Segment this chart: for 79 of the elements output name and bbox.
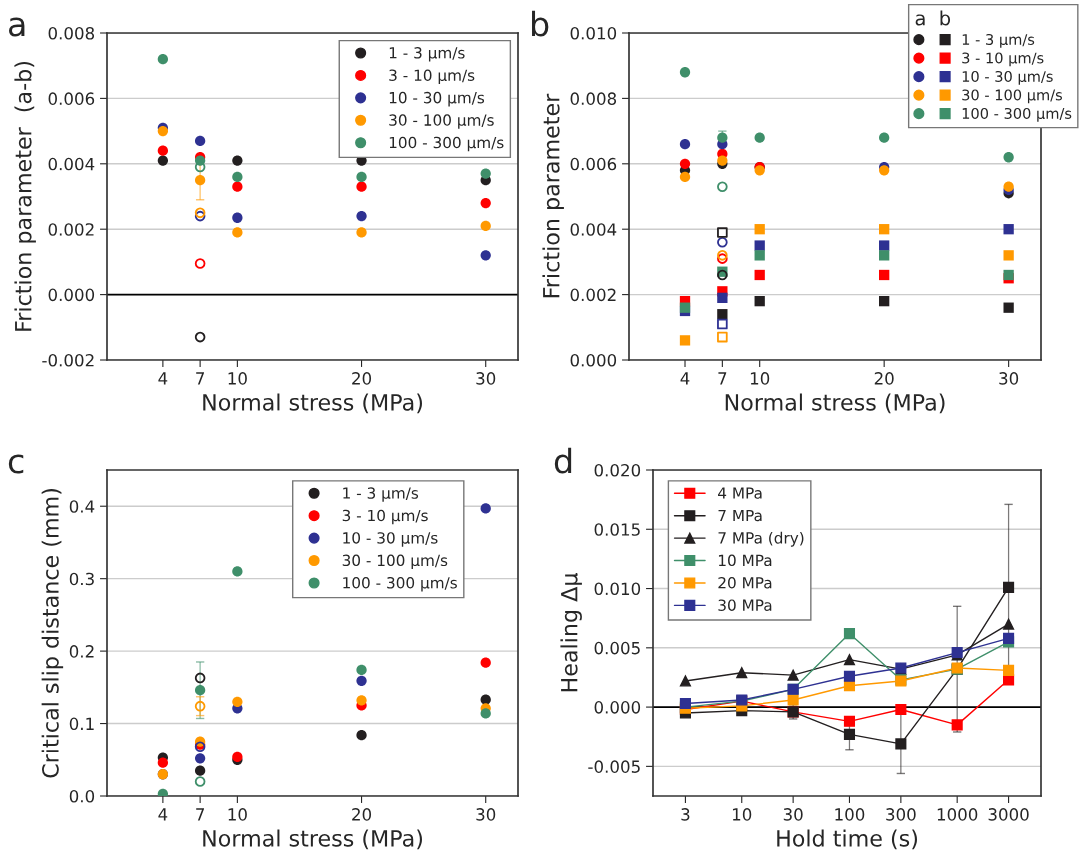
chart-title: d [554,447,572,474]
legend-label: 3 - 10 μm/s [342,509,428,525]
y-tick-label: 0.000 [594,701,641,714]
legend-label: 3 - 10 μm/s [962,52,1044,67]
x-tick-label: 3000 [988,808,1029,821]
x-tick-label: 20 [874,372,894,385]
legend-label: 1 - 3 μm/s [343,487,419,502]
legend-label: 7 MPa (dry) [718,531,804,547]
y-tick-label: 0.000 [48,288,95,302]
chart-title: b [532,10,549,37]
x-tick-label: 4 [680,372,690,385]
chart-title: a [9,17,25,37]
x-tick-label: 10 [750,372,770,385]
legend-label: 100 - 300 μm/s [962,107,1072,122]
legend-label: 1 - 3 μm/s [962,33,1035,48]
legend-label: 4 MPa [718,487,762,499]
x-tick-label: 20 [352,372,372,385]
legend-label: 100 - 300 μm/s [343,576,457,592]
x-tick-label: 10 [732,808,752,821]
y-tick-label: 0.2 [69,645,94,658]
y-axis-title: Healing Δμ [560,573,582,692]
y-axis-title: Friction parameter [542,93,564,298]
legend-label: 30 - 100 μm/s [342,554,448,570]
x-tick-label: 300 [886,808,916,821]
y-tick-label: 0.000 [570,353,617,367]
legend-label: 20 MPa [718,576,772,589]
x-tick-label: 3 [681,808,690,821]
x-tick-label: 7 [196,808,204,821]
x-tick-label: 10 [228,372,247,385]
y-tick-label: 0.002 [48,223,94,236]
y-tick-label: 0.010 [594,582,641,596]
x-tick-label: 4 [158,372,168,385]
x-tick-label: 30 [476,808,496,821]
y-tick-label: -0.002 [42,353,94,367]
legend-label: 10 MPa [718,554,772,567]
x-tick-label: 7 [718,372,727,385]
y-tick-label: 0.4 [69,500,95,513]
legend-label: 1 - 3 μm/s [389,47,465,62]
y-tick-label: 0.0 [69,789,95,803]
y-tick-label: 0.006 [570,157,617,171]
y-tick-label: 0.005 [594,641,640,655]
x-tick-label: 10 [228,808,247,821]
x-tick-label: 30 [476,372,496,385]
y-tick-label: 0.002 [570,288,616,302]
y-tick-label: 0.008 [48,26,95,40]
y-tick-label: 0.3 [69,572,94,586]
legend-label: 100 - 300 μm/s [389,136,504,152]
legend-label: 3 - 10 μm/s [389,69,475,84]
legend-label: 30 - 100 μm/s [389,114,494,129]
y-axis-title: Friction parameter (a-b) [14,61,36,331]
x-axis-title: Hold time (s) [777,829,918,850]
x-tick-label: 30 [783,808,803,821]
chart-title: c [8,454,24,474]
y-tick-label: 0.1 [69,717,94,731]
x-axis-title: Normal stress (MPa) [203,393,422,414]
legend-label: 30 - 100 μm/s [962,89,1063,104]
x-axis-title: Normal stress (MPa) [203,829,422,850]
y-tick-label: 0.008 [570,92,617,105]
x-tick-label: 7 [196,372,204,385]
y-tick-label: -0.005 [588,760,640,773]
y-tick-label: 0.010 [570,26,617,40]
x-tick-label: 30 [999,372,1019,385]
x-axis-title: Normal stress (MPa) [725,393,945,414]
y-tick-label: 0.020 [594,463,641,477]
legend-label: 7 MPa [718,509,762,522]
x-tick-label: 20 [352,808,372,821]
x-tick-label: 4 [158,808,168,821]
y-tick-label: 0.015 [594,523,640,536]
legend-label: 10 - 30 μm/s [962,70,1053,85]
y-tick-label: 0.004 [48,157,95,171]
legend-label: 10 - 30 μm/s [389,91,485,107]
legend-title: a b [915,10,951,26]
x-tick-label: 100 [835,808,865,821]
y-tick-label: 0.004 [570,223,617,236]
legend-label: 30 MPa [718,599,772,611]
legend-label: 10 - 30 μm/s [343,532,438,547]
y-axis-title: Critical slip distance (mm) [41,489,64,778]
y-tick-label: 0.006 [48,92,95,105]
x-tick-label: 1000 [937,808,978,821]
